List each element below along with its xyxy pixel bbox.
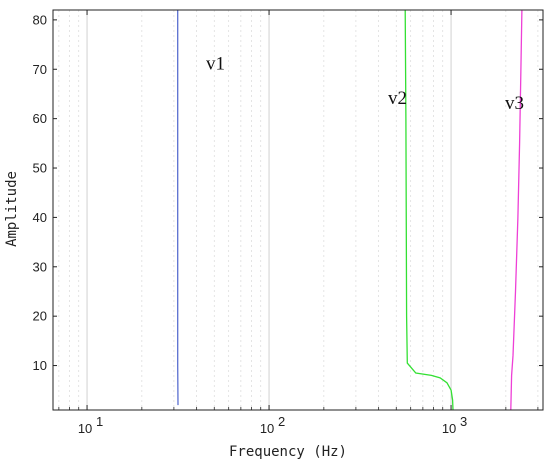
x-tick-exponent: 1 — [96, 414, 103, 429]
series-line-v3 — [510, 9, 523, 411]
x-tick-label: 10 — [260, 421, 274, 436]
series-label-v1: v1 — [206, 53, 225, 74]
series-label-v2: v2 — [388, 88, 407, 109]
x-axis-ticks: 10 1 10 2 10 3 — [58, 10, 539, 436]
grid-lines — [58, 10, 539, 410]
x-tick-exponent: 3 — [460, 414, 467, 429]
series-labels: v1 v2 v3 — [206, 53, 524, 114]
plot-frame — [52, 9, 544, 411]
y-tick-label: 40 — [33, 210, 47, 225]
y-axis-ticks: 10 20 30 40 50 60 70 80 — [33, 12, 543, 373]
y-axis-title: Amplitude — [4, 171, 20, 247]
x-axis-title: Frequency (Hz) — [229, 444, 347, 460]
series-lines — [177, 9, 523, 411]
y-tick-label: 80 — [33, 12, 47, 27]
series-label-v3: v3 — [505, 93, 524, 114]
y-tick-label: 10 — [33, 358, 47, 373]
y-tick-label: 50 — [33, 161, 47, 176]
x-tick-exponent: 2 — [278, 414, 285, 429]
y-tick-label: 30 — [33, 259, 47, 274]
y-tick-label: 20 — [33, 309, 47, 324]
x-tick-label: 10 — [78, 421, 92, 436]
y-tick-label: 60 — [33, 111, 47, 126]
series-line-v2 — [404, 9, 454, 411]
x-tick-label: 10 — [442, 421, 456, 436]
y-tick-label: 70 — [33, 62, 47, 77]
